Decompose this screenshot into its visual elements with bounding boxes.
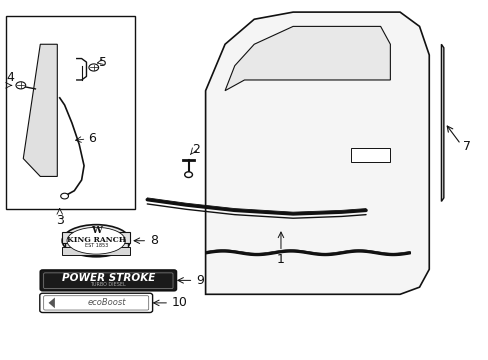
Bar: [6, 16, 135, 208]
Bar: [62, 247, 130, 255]
Bar: [62, 232, 130, 243]
Polygon shape: [23, 44, 57, 176]
Circle shape: [89, 64, 99, 71]
Text: 4: 4: [6, 71, 14, 84]
Text: 8: 8: [149, 234, 157, 247]
Circle shape: [184, 172, 192, 177]
FancyBboxPatch shape: [40, 270, 176, 291]
Text: POWER STROKE: POWER STROKE: [61, 273, 155, 283]
Circle shape: [61, 193, 68, 199]
Bar: [351, 148, 389, 162]
Text: 5: 5: [99, 55, 106, 69]
Text: 10: 10: [171, 296, 187, 309]
Polygon shape: [224, 26, 389, 91]
Ellipse shape: [67, 227, 125, 254]
Text: 9: 9: [196, 274, 203, 287]
Text: 2: 2: [192, 143, 200, 156]
Text: EST 1853: EST 1853: [84, 243, 108, 248]
FancyBboxPatch shape: [40, 293, 152, 312]
Text: 7: 7: [462, 140, 470, 153]
Text: TURBO DIESEL: TURBO DIESEL: [90, 282, 126, 287]
Circle shape: [16, 82, 26, 89]
Text: W: W: [90, 226, 102, 235]
Polygon shape: [441, 44, 443, 202]
Text: 3: 3: [56, 214, 63, 227]
Polygon shape: [205, 12, 428, 294]
Polygon shape: [48, 297, 55, 308]
Text: 1: 1: [277, 253, 285, 266]
FancyBboxPatch shape: [64, 234, 127, 253]
Text: KING RANCH: KING RANCH: [66, 236, 125, 244]
Ellipse shape: [62, 225, 130, 257]
Text: 6: 6: [88, 132, 96, 145]
Text: ecoBoost: ecoBoost: [87, 298, 126, 307]
